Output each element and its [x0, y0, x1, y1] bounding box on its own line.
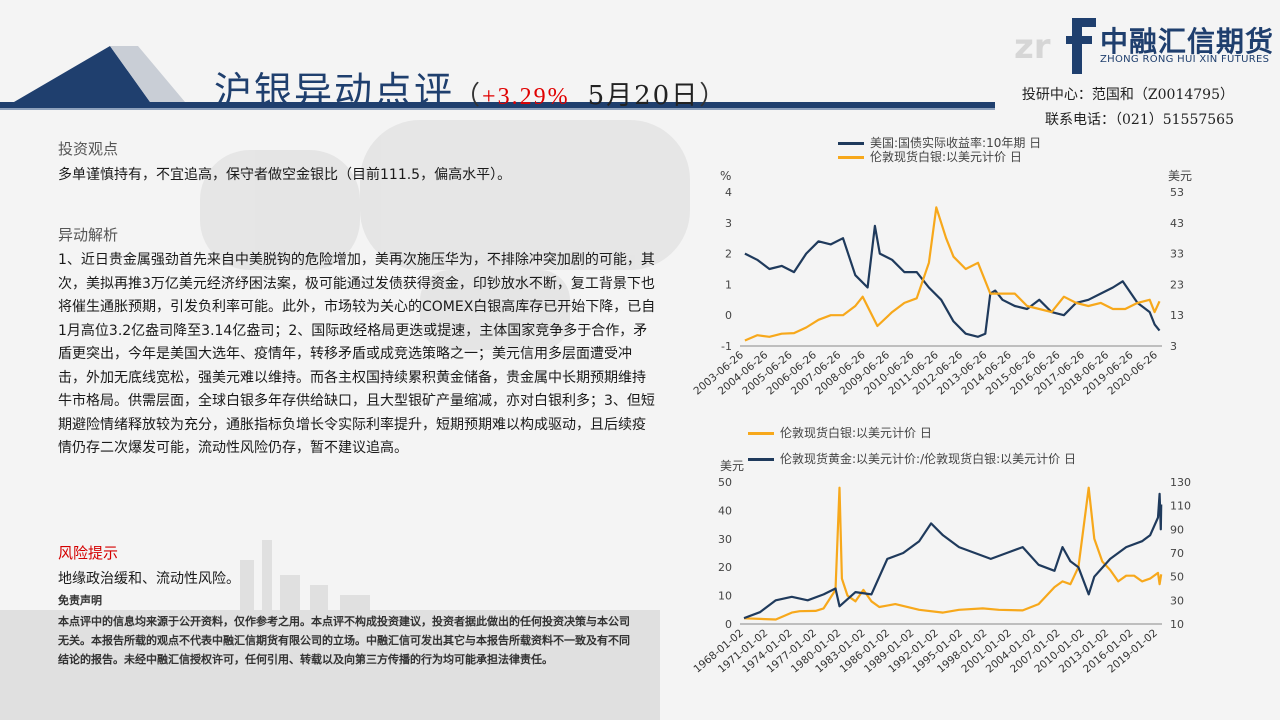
y-tick-label: 2: [725, 248, 732, 261]
series-line-1: [744, 206, 1161, 342]
y-tick-label: 0: [725, 618, 732, 631]
y2-tick-label: 130: [1170, 476, 1191, 489]
y-tick-label: 30: [718, 533, 732, 546]
svg-text:zr: zr: [1014, 27, 1051, 67]
legend-swatch: [748, 458, 774, 461]
y2-tick-label: 43: [1170, 217, 1184, 230]
legend-swatch: [838, 156, 864, 159]
chart2-legend-item-ratio: 伦敦现货黄金:以美元计价:/伦敦现货白银:以美元计价 日: [748, 450, 1076, 467]
y2-tick-label: 90: [1170, 523, 1184, 536]
y-tick-label: 0: [725, 309, 732, 322]
y-tick-label: 50: [718, 476, 732, 489]
contact-phone: 联系电话：（021）51557565: [1045, 112, 1234, 128]
company-logo-icon: zr: [1014, 18, 1096, 74]
y-tick-label: 40: [718, 504, 732, 517]
series-line-1: [743, 492, 1163, 620]
legend-swatch: [838, 142, 864, 145]
disclaimer-text: 本点评中的信息均来源于公开资料，仅作参考之用。本点评不构成投资建议，投资者据此做…: [58, 615, 630, 666]
y2-tick-label: 30: [1170, 594, 1184, 607]
y-tick-label: 1: [725, 278, 732, 291]
y-tick-label: -1: [721, 340, 732, 353]
y2-axis-label: 美元: [1168, 169, 1192, 183]
title-date: 5月20日: [587, 81, 700, 111]
y-axis-label: %: [720, 169, 731, 183]
y2-tick-label: 70: [1170, 547, 1184, 560]
series-line-0: [743, 486, 1163, 621]
risk-heading: 风险提示: [58, 544, 119, 562]
title-text: 沪银异动点评: [214, 69, 455, 113]
legend-label: 美国:国债实际收益率:10年期 日: [870, 136, 1042, 150]
header-decoration: [0, 46, 995, 110]
y-tick-label: 20: [718, 561, 732, 574]
series-line-0: [744, 224, 1161, 338]
logo-english-name: ZHONG RONG HUI XIN FUTURES: [1100, 54, 1270, 65]
y2-tick-label: 23: [1170, 278, 1184, 291]
analysis-heading: 异动解析: [58, 226, 119, 244]
y2-tick-label: 53: [1170, 186, 1184, 199]
legend-label: 伦敦现货白银:以美元计价 日: [780, 426, 932, 440]
y2-tick-label: 3: [1170, 340, 1177, 353]
y-tick-label: 10: [718, 590, 732, 603]
y-axis-label: 美元: [720, 459, 744, 473]
legend-label: 伦敦现货白银:以美元计价 日: [870, 150, 1022, 164]
y2-tick-label: 110: [1170, 500, 1191, 513]
chart1-legend-item-silver: 伦敦现货白银:以美元计价 日: [838, 148, 1022, 165]
chart-silver-vs-ratio: 美元0102030405010305070901101301968-01-021…: [691, 459, 1191, 676]
y2-tick-label: 33: [1170, 248, 1184, 261]
analysis-text: 1、近日贵金属强劲首先来自中美脱钩的危险增加，美再次施压华为，不排除冲突加剧的可…: [58, 252, 656, 456]
view-heading: 投资观点: [58, 140, 119, 158]
logo-chinese-name: 中融汇信期货: [1100, 25, 1275, 58]
y-tick-label: 3: [725, 217, 732, 230]
chart-yield-vs-silver: % 美元-101234313233343532003-06-262004-06-2…: [691, 169, 1192, 398]
page-title: 沪银异动点评（+3.29% 5月20日）: [214, 60, 727, 115]
risk-text: 地缘政治缓和、流动性风险。: [58, 571, 240, 587]
title-paren-close: ）: [699, 81, 728, 111]
legend-swatch: [748, 432, 774, 435]
y2-tick-label: 10: [1170, 618, 1184, 631]
title-paren-open: （: [454, 81, 483, 111]
y2-tick-label: 13: [1170, 309, 1184, 322]
disclaimer-heading: 免责声明: [58, 594, 102, 607]
view-text: 多单谨慎持有，不宜追高，保守者做空金银比（目前111.5，偏高水平）。: [58, 167, 512, 183]
chart1-legend-item-yield: 美国:国债实际收益率:10年期 日: [838, 134, 1041, 151]
chart2-legend-item-silver: 伦敦现货白银:以美元计价 日: [748, 424, 932, 441]
y2-tick-label: 50: [1170, 571, 1184, 584]
legend-label: 伦敦现货黄金:以美元计价:/伦敦现货白银:以美元计价 日: [780, 452, 1076, 466]
change-percent: +3.29%: [482, 84, 570, 110]
y-tick-label: 4: [725, 186, 732, 199]
contact-researcher: 投研中心：范国和（Z0014795）: [1021, 87, 1234, 103]
